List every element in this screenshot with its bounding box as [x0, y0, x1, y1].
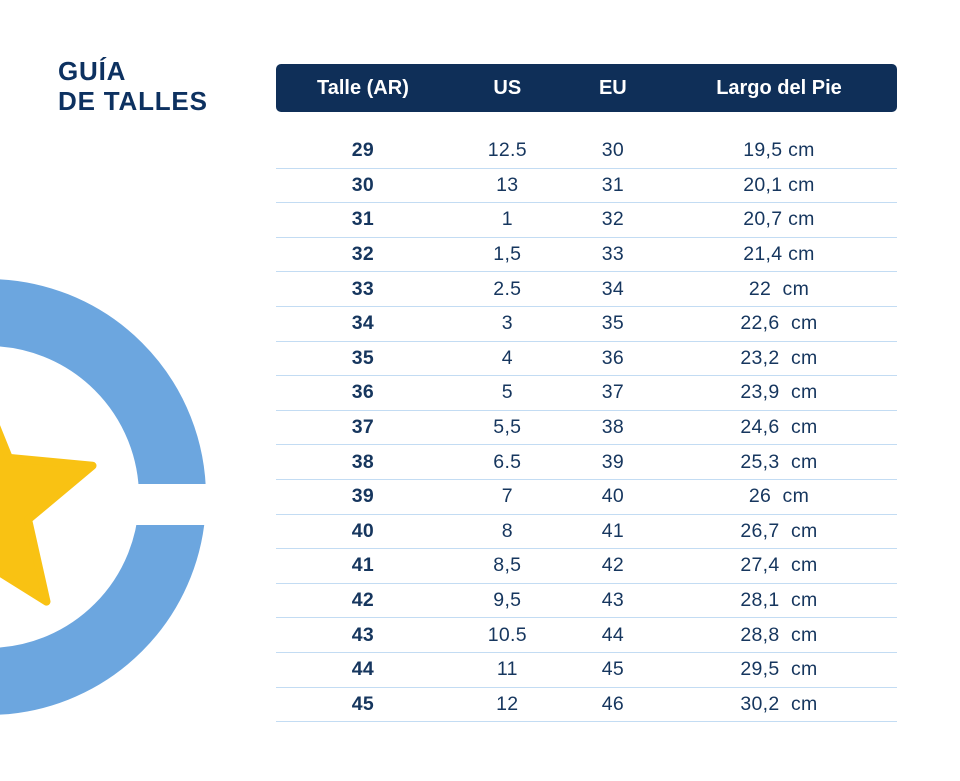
page-title-line1: GUÍA [58, 56, 127, 86]
cell-eu: 36 [601, 346, 625, 369]
cell-largo: 22,6 cm [740, 312, 818, 335]
cell-largo: 29,5 cm [740, 658, 818, 681]
cell-us: 2.5 [493, 277, 522, 300]
cell-largo: 20,1 cm [743, 173, 815, 196]
cell-us: 12.5 [487, 139, 527, 162]
cell-talle: 43 [351, 623, 375, 646]
cell-eu: 44 [601, 623, 625, 646]
cell-largo: 30,2 cm [740, 692, 818, 715]
header-cell-us: US [493, 76, 522, 99]
cell-largo: 28,8 cm [740, 623, 818, 646]
cell-eu: 39 [601, 450, 625, 473]
cell-largo: 24,6 cm [740, 416, 818, 439]
cell-us: 10.5 [487, 623, 527, 646]
cell-largo: 22 cm [748, 277, 810, 300]
cell-eu: 32 [601, 208, 625, 231]
star-icon [0, 425, 97, 606]
cell-us: 1,5 [493, 243, 522, 266]
cell-largo: 28,1 cm [740, 589, 818, 612]
cell-talle: 30 [351, 173, 375, 196]
cell-us: 1 [501, 208, 513, 231]
cell-us: 3 [501, 312, 513, 335]
cell-largo: 26,7 cm [740, 519, 818, 542]
header-cell-eu: EU [598, 76, 627, 99]
cell-eu: 31 [601, 173, 625, 196]
cell-eu: 37 [601, 381, 625, 404]
cell-largo: 27,4 cm [740, 554, 818, 577]
size-guide-table: Talle (AR) US EU Largo del Pie 29 12.5 3… [276, 64, 897, 723]
cell-largo: 19,5 cm [743, 139, 815, 162]
cell-us: 6.5 [493, 450, 522, 473]
cell-eu: 30 [601, 139, 625, 162]
table-row: 34 3 35 22,6 cm [276, 307, 897, 342]
header-cell-largo: Largo del Pie [716, 76, 842, 99]
table-row: 45 12 46 30,2 cm [276, 688, 897, 723]
cell-eu: 41 [601, 519, 625, 542]
table-header: Talle (AR) US EU Largo del Pie [276, 64, 897, 112]
table-body: 29 12.5 30 19,5 cm 30 13 31 20,1 cm 31 1… [276, 134, 897, 723]
cell-talle: 40 [351, 519, 375, 542]
cell-largo: 25,3 cm [740, 450, 818, 473]
cell-us: 12 [496, 692, 519, 715]
table-row: 43 10.5 44 28,8 cm [276, 618, 897, 653]
cell-eu: 45 [601, 658, 625, 681]
cell-talle: 42 [351, 589, 375, 612]
table-row: 31 1 32 20,7 cm [276, 203, 897, 238]
cell-eu: 33 [601, 243, 625, 266]
argentina-ring-star-graphic [0, 279, 235, 715]
cell-talle: 29 [351, 139, 375, 162]
table-row: 40 8 41 26,7 cm [276, 515, 897, 550]
cell-talle: 34 [351, 312, 375, 335]
table-row: 37 5,5 38 24,6 cm [276, 411, 897, 446]
page-title: GUÍA DE TALLES [58, 56, 208, 116]
cell-largo: 20,7 cm [743, 208, 815, 231]
cell-largo: 23,2 cm [740, 346, 818, 369]
cell-talle: 39 [351, 485, 375, 508]
cell-talle: 33 [351, 277, 375, 300]
cell-talle: 38 [351, 450, 375, 473]
table-row: 35 4 36 23,2 cm [276, 342, 897, 377]
cell-largo: 23,9 cm [740, 381, 818, 404]
cell-largo: 21,4 cm [743, 243, 815, 266]
cell-eu: 35 [601, 312, 625, 335]
cell-eu: 38 [601, 416, 625, 439]
table-row: 36 5 37 23,9 cm [276, 376, 897, 411]
table-row: 42 9,5 43 28,1 cm [276, 584, 897, 619]
cell-eu: 40 [601, 485, 625, 508]
cell-us: 11 [496, 658, 518, 681]
cell-talle: 31 [351, 208, 375, 231]
cell-talle: 35 [351, 346, 375, 369]
cell-eu: 46 [601, 692, 625, 715]
cell-us: 5 [501, 381, 513, 404]
cell-talle: 41 [351, 554, 375, 577]
table-row: 39 7 40 26 cm [276, 480, 897, 515]
table-row: 29 12.5 30 19,5 cm [276, 134, 897, 169]
table-row: 38 6.5 39 25,3 cm [276, 445, 897, 480]
cell-us: 13 [496, 173, 519, 196]
table-row: 30 13 31 20,1 cm [276, 169, 897, 204]
cell-us: 8 [501, 519, 513, 542]
cell-us: 9,5 [493, 589, 522, 612]
cell-us: 8,5 [493, 554, 522, 577]
cell-us: 4 [501, 346, 513, 369]
cell-talle: 37 [351, 416, 375, 439]
table-row: 33 2.5 34 22 cm [276, 272, 897, 307]
cell-talle: 36 [351, 381, 375, 404]
cell-talle: 45 [351, 692, 375, 715]
cell-eu: 42 [601, 554, 625, 577]
table-row: 44 11 45 29,5 cm [276, 653, 897, 688]
table-row: 41 8,5 42 27,4 cm [276, 549, 897, 584]
cell-us: 5,5 [493, 416, 522, 439]
cell-talle: 32 [351, 243, 375, 266]
cell-eu: 43 [601, 589, 625, 612]
ring-gap [85, 484, 235, 525]
cell-largo: 26 cm [748, 485, 810, 508]
header-cell-talle: Talle (AR) [317, 76, 409, 99]
cell-eu: 34 [601, 277, 625, 300]
page-title-line2: DE TALLES [58, 86, 208, 116]
cell-talle: 44 [351, 658, 375, 681]
table-row: 32 1,5 33 21,4 cm [276, 238, 897, 273]
cell-us: 7 [501, 485, 513, 508]
